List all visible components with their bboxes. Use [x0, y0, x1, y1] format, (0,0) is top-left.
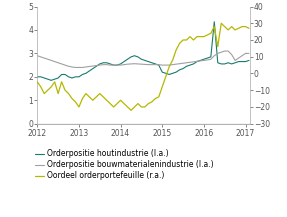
- Legend: Orderpositie houtindustrie (l.a.), Orderpositie bouwmaterialenindustrie (l.a.), : Orderpositie houtindustrie (l.a.), Order…: [35, 150, 214, 180]
